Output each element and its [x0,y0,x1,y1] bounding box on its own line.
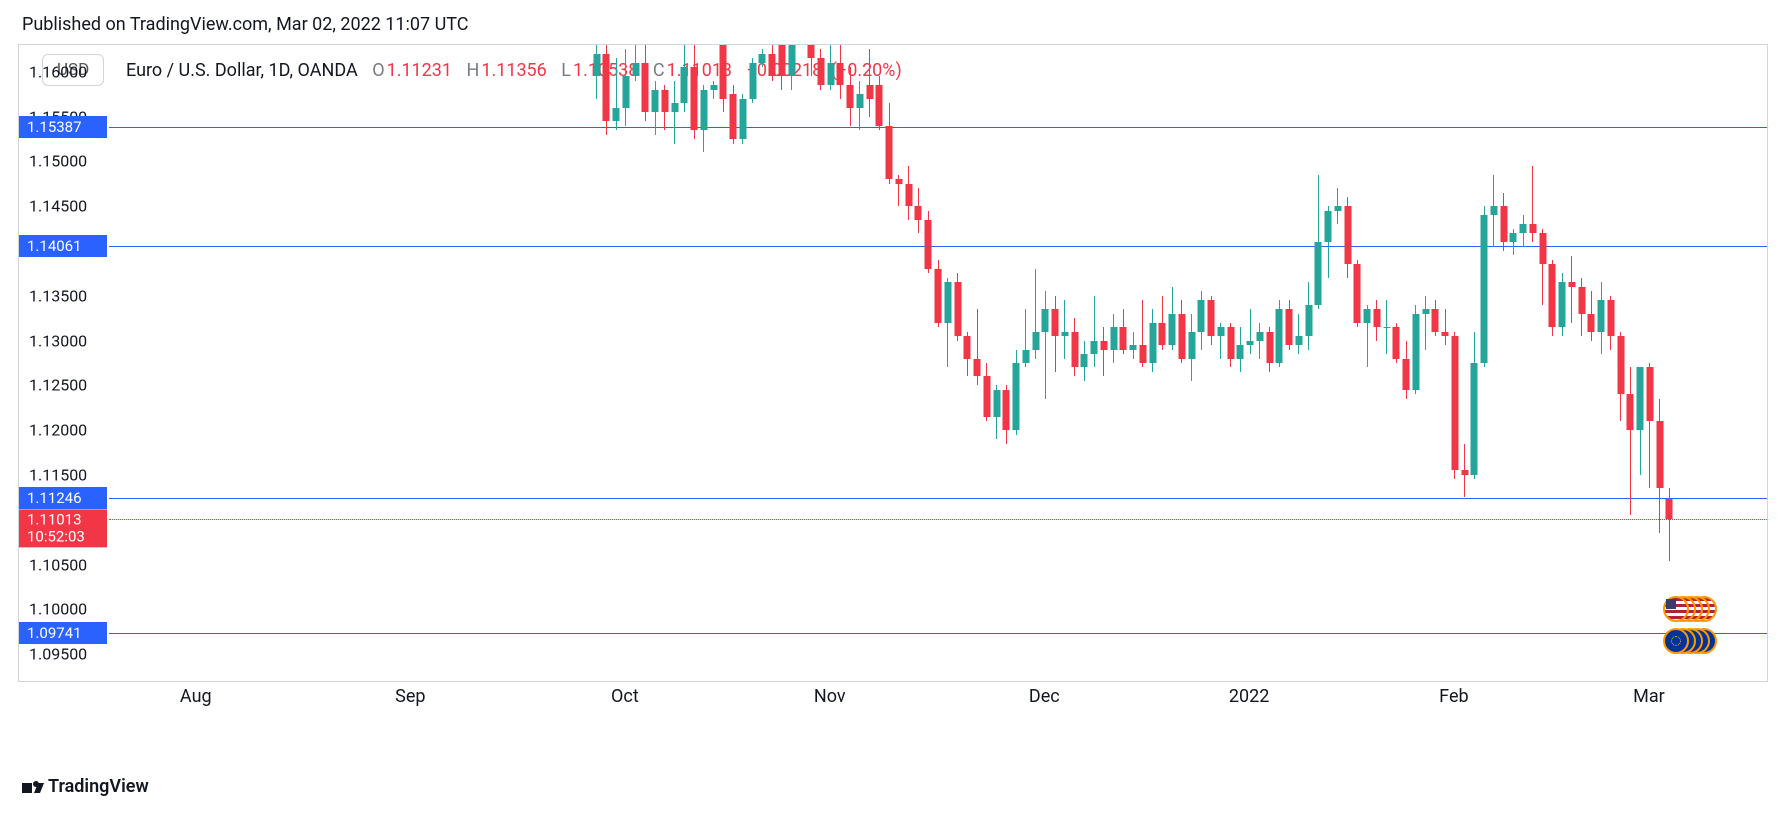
price-tick: 1.13500 [29,286,87,305]
price-tick: 1.12000 [29,421,87,440]
time-tick: Aug [180,686,212,707]
horizontal-line-label: 1.15387 [19,116,107,138]
time-tick: Mar [1633,686,1665,707]
time-tick: Nov [814,686,846,707]
horizontal-line[interactable] [109,127,1767,128]
horizontal-line[interactable] [109,633,1767,634]
chart-root: { "published_text": "Published on Tradin… [0,0,1786,813]
brand-text: TradingView [48,776,149,797]
horizontal-line-label: 1.09741 [19,622,107,644]
price-tick: 1.13000 [29,331,87,350]
price-tick: 1.14500 [29,197,87,216]
current-price-line [109,519,1767,520]
horizontal-line[interactable] [109,498,1767,499]
current-price-label: 1.1101310:52:03 [19,509,107,548]
time-tick: 2022 [1229,686,1269,707]
price-tick: 1.11500 [29,465,87,484]
price-tick: 1.09500 [29,645,87,664]
published-line: Published on TradingView.com, Mar 02, 20… [22,14,468,35]
plot-area[interactable] [109,45,1767,681]
horizontal-line[interactable] [109,246,1767,247]
time-axis[interactable]: Aug Sep Oct Nov Dec 2022 Feb Mar [108,680,1768,716]
price-tick: 1.10500 [29,555,87,574]
price-tick: 1.10000 [29,600,87,619]
tradingview-logo[interactable]: TradingView [22,776,149,797]
time-tick: Sep [395,686,425,707]
chart-frame: 1.160001.155001.150001.145001.140001.135… [18,44,1768,682]
price-tick: 1.12500 [29,376,87,395]
horizontal-line-label: 1.11246 [19,487,107,509]
time-tick: Dec [1029,686,1060,707]
price-axis[interactable]: 1.160001.155001.150001.145001.140001.135… [19,45,109,681]
usd-event-icon[interactable] [1663,596,1723,626]
price-tick: 1.15000 [29,152,87,171]
eur-event-icon[interactable] [1663,628,1723,658]
time-tick: Oct [611,686,639,707]
horizontal-line-label: 1.14061 [19,235,107,257]
price-tick: 1.16000 [29,62,87,81]
time-tick: Feb [1439,686,1468,707]
